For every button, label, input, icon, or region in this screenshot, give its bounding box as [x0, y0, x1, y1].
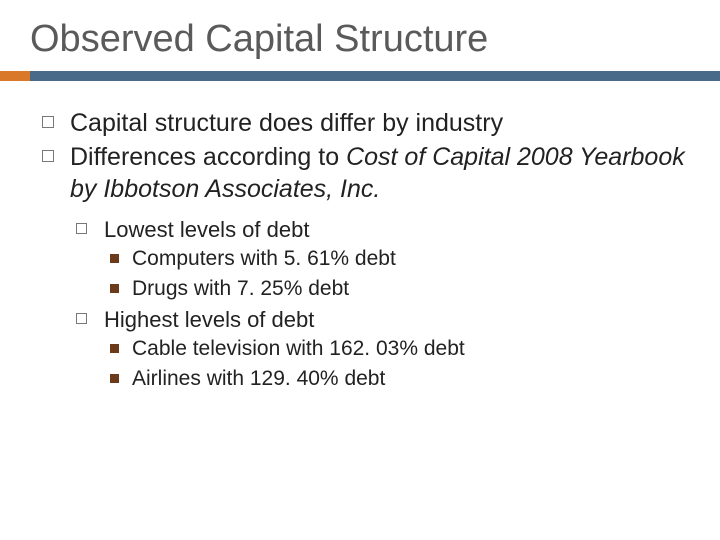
bullet-text: Drugs with 7. 25% debt — [132, 277, 349, 300]
square-solid-icon — [110, 254, 119, 263]
list-item: Capital structure does differ by industr… — [36, 107, 690, 139]
square-outline-icon — [42, 116, 54, 128]
bullet-list-lvl1: Capital structure does differ by industr… — [36, 107, 690, 394]
bullet-text: Airlines with 129. 40% debt — [132, 367, 385, 390]
rule-bar — [30, 71, 720, 81]
square-outline-icon — [76, 313, 87, 324]
square-solid-icon — [110, 374, 119, 383]
bullet-list-lvl2: Lowest levels of debt Computers with 5. … — [76, 215, 690, 394]
square-outline-icon — [42, 150, 54, 162]
slide-title: Observed Capital Structure — [30, 18, 690, 61]
square-solid-icon — [110, 344, 119, 353]
bullet-text: Differences according to — [70, 143, 346, 171]
slide: Observed Capital Structure Capital struc… — [0, 0, 720, 540]
square-outline-icon — [76, 223, 87, 234]
bullet-text: Highest levels of debt — [104, 307, 314, 332]
list-item: Drugs with 7. 25% debt — [108, 275, 690, 303]
list-item: Computers with 5. 61% debt — [108, 245, 690, 273]
square-solid-icon — [110, 284, 119, 293]
content-area: Capital structure does differ by industr… — [30, 107, 690, 394]
list-item: Airlines with 129. 40% debt — [108, 365, 690, 393]
bullet-text: Computers with 5. 61% debt — [132, 247, 396, 270]
title-rule — [30, 71, 690, 81]
bullet-text: Cable television with 162. 03% debt — [132, 337, 465, 360]
bullet-list-lvl3: Cable television with 162. 03% debt Airl… — [108, 335, 690, 394]
list-item: Cable television with 162. 03% debt — [108, 335, 690, 363]
bullet-text: Lowest levels of debt — [104, 217, 309, 242]
list-item: Lowest levels of debt Computers with 5. … — [76, 215, 690, 303]
list-item: Differences according to Cost of Capital… — [36, 141, 690, 394]
list-item: Highest levels of debt Cable television … — [76, 305, 690, 393]
bullet-text: Capital structure does differ by industr… — [70, 109, 503, 137]
bullet-list-lvl3: Computers with 5. 61% debt Drugs with 7.… — [108, 245, 690, 304]
